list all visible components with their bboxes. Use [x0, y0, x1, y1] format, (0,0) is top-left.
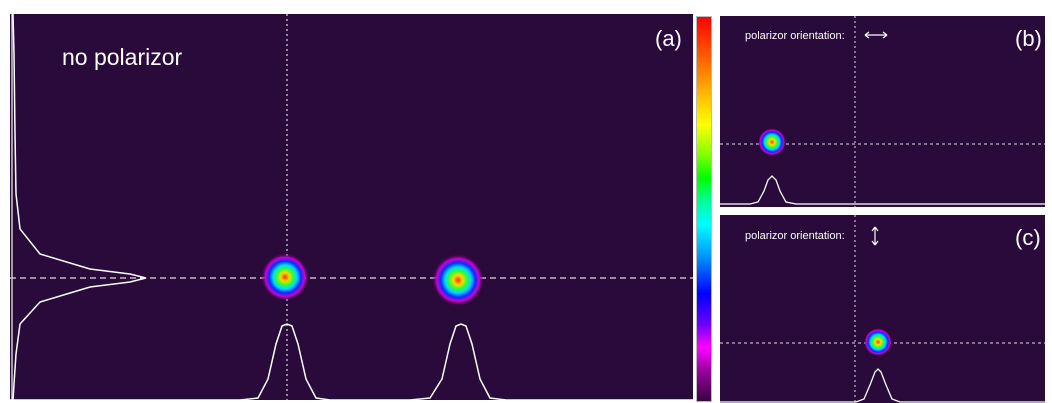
orientation-text: polarizor orientation:: [745, 30, 845, 42]
beam-spot: [758, 128, 786, 156]
orientation-text: polarizor orientation:: [745, 230, 845, 242]
intensity-colorbar: [696, 16, 712, 402]
horizontal-intensity-profile: [720, 368, 1045, 403]
panel-b-horizontal-polarizer: polarizor orientation: (b): [720, 16, 1045, 207]
vertical-intensity-profile: [12, 14, 147, 400]
horizontal-double-arrow-icon: [864, 31, 888, 39]
panel-c-plot: [720, 215, 1045, 403]
panel-b-plot: [720, 16, 1045, 207]
panel-a-plot: [10, 14, 693, 400]
panel-b-label: (b): [1015, 26, 1042, 51]
panel-a-no-polarizer: no polarizor (a): [10, 14, 693, 400]
horizontal-intensity-profile: [10, 323, 693, 400]
panel-a-label: (a): [655, 26, 682, 51]
beam-spot-2: [432, 254, 484, 306]
beam-spot-1: [261, 253, 309, 301]
beam-spot: [864, 328, 892, 356]
panel-c-vertical-polarizer: polarizor orientation: (c): [720, 215, 1045, 403]
horizontal-intensity-profile: [720, 175, 1045, 205]
condition-label: no polarizor: [62, 44, 183, 70]
vertical-double-arrow-icon: [871, 226, 879, 246]
panel-c-label: (c): [1015, 225, 1041, 250]
